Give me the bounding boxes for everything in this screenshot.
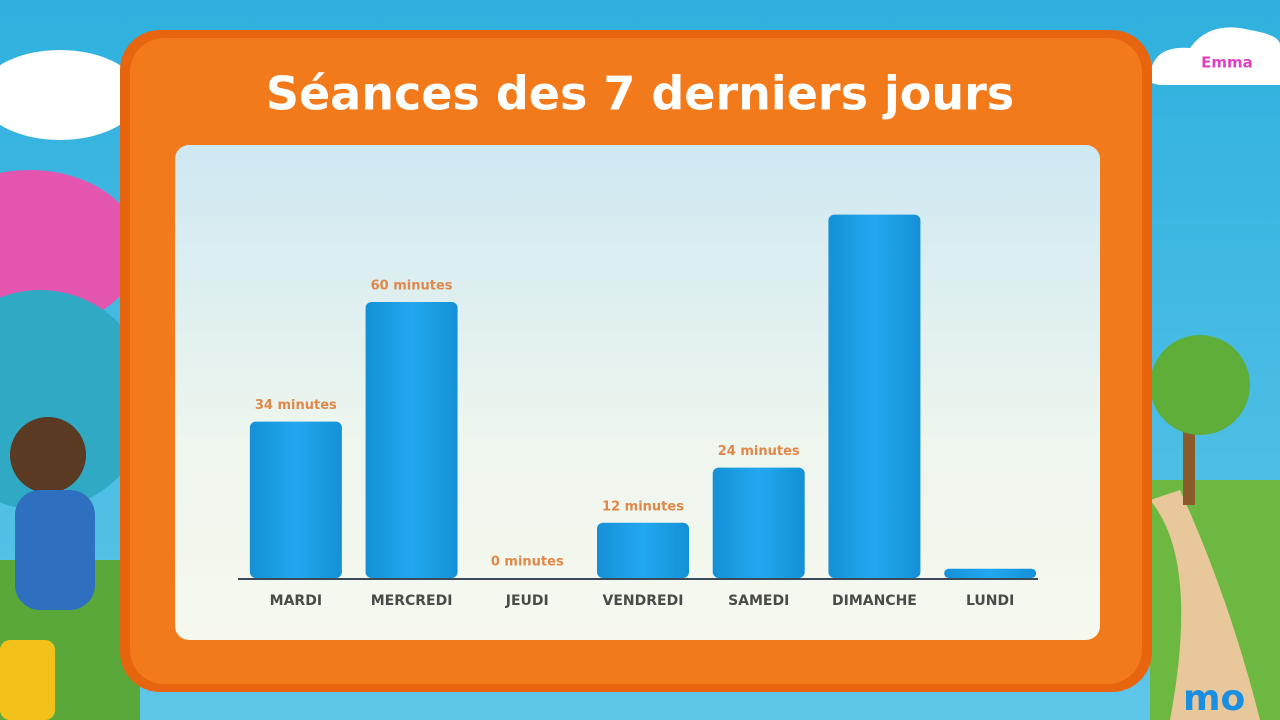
bar — [828, 214, 921, 578]
x-tick-label: MERCREDI — [371, 593, 453, 609]
tree-trunk — [1183, 420, 1195, 505]
character — [10, 417, 86, 493]
value-label: 34 minutes — [255, 398, 337, 413]
value-label: 12 minutes — [602, 499, 684, 514]
hill — [0, 170, 140, 330]
character — [15, 490, 95, 610]
value-label: 0 minutes — [491, 555, 564, 570]
logo: mo — [1183, 678, 1245, 719]
x-tick-label: SAMEDI — [728, 593, 789, 609]
user-name: Emma — [1201, 54, 1253, 72]
tree — [1150, 335, 1250, 435]
bar — [712, 467, 805, 578]
path — [1150, 490, 1260, 720]
block — [0, 640, 55, 720]
cloud — [0, 50, 140, 140]
value-label: 24 minutes — [718, 444, 800, 459]
x-tick-label: LUNDI — [966, 593, 1014, 609]
x-tick-label: MARDI — [270, 593, 322, 609]
x-tick-label: DIMANCHE — [832, 593, 917, 609]
x-tick-label: VENDREDI — [603, 593, 684, 609]
bar — [365, 302, 458, 578]
bar — [249, 421, 342, 578]
user-cloud — [1150, 27, 1280, 85]
bar — [597, 522, 689, 578]
value-label: 60 minutes — [371, 279, 453, 294]
bar — [944, 568, 1037, 578]
x-tick-label: JEUDI — [505, 593, 549, 609]
chart-title: Séances des 7 derniers jours — [266, 67, 1014, 121]
